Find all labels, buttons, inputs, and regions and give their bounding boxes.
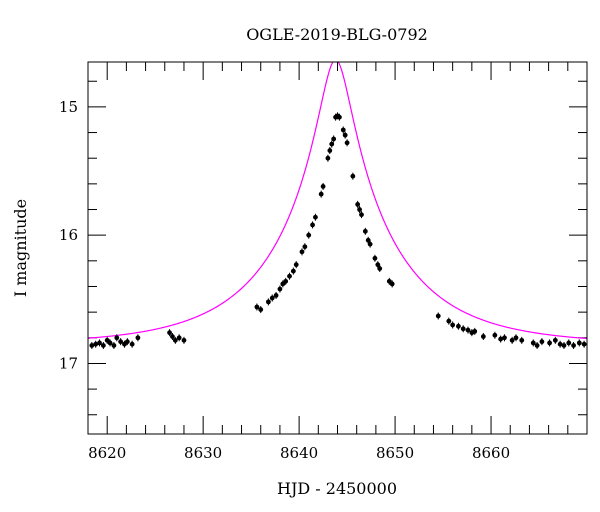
data-point: [290, 268, 296, 274]
data-point: [340, 127, 346, 133]
model-fit-curve: [88, 62, 587, 340]
data-point: [367, 241, 373, 247]
x-axis-title: HJD - 2450000: [277, 479, 397, 498]
x-tick-label: 8650: [376, 444, 414, 462]
data-point: [377, 266, 383, 271]
data-point: [273, 293, 279, 298]
data-point: [561, 343, 567, 348]
data-point: [258, 307, 264, 312]
data-point: [327, 148, 333, 153]
data-point: [287, 273, 292, 279]
data-point: [266, 299, 271, 305]
data-point: [357, 207, 362, 212]
data-point: [277, 286, 283, 292]
data-point: [93, 341, 99, 347]
chart-title: OGLE-2019-BLG-0792: [246, 25, 428, 44]
data-point: [344, 140, 350, 146]
data-point: [547, 340, 552, 346]
y-axis-title: I magnitude: [11, 199, 30, 297]
data-point: [176, 335, 182, 341]
data-point: [355, 201, 361, 207]
data-point: [375, 262, 381, 268]
data-point: [342, 132, 348, 138]
y-tick-label: 17: [59, 354, 78, 372]
plot-frame: [87, 61, 588, 435]
x-tick-label: 8640: [280, 444, 318, 462]
data-point: [302, 244, 308, 250]
data-point: [359, 212, 364, 218]
data-point: [530, 340, 536, 346]
data-point: [181, 337, 187, 343]
data-point: [552, 337, 558, 343]
data-point: [293, 262, 299, 268]
data-point: [435, 313, 441, 319]
data-point: [118, 339, 124, 345]
data-point: [124, 339, 130, 345]
data-point: [337, 114, 342, 120]
data-point: [89, 343, 95, 348]
data-point: [456, 323, 461, 329]
data-point: [372, 255, 378, 261]
data-point: [320, 184, 326, 189]
data-point: [299, 249, 305, 255]
data-points: [89, 112, 587, 349]
data-point: [460, 326, 466, 332]
data-point: [167, 330, 172, 336]
data-point: [581, 341, 587, 347]
data-point: [365, 237, 371, 243]
x-tick-label: 8660: [472, 444, 510, 462]
data-point: [129, 341, 135, 347]
data-point: [509, 337, 515, 343]
y-tick-label: 15: [59, 98, 78, 116]
data-point: [566, 340, 572, 346]
data-point: [306, 232, 312, 238]
data-point: [480, 334, 486, 339]
data-point: [450, 322, 456, 328]
x-tick-label: 8630: [184, 444, 222, 462]
y-tick-label: 16: [59, 226, 78, 244]
data-point: [97, 340, 102, 346]
data-point: [557, 341, 563, 347]
data-point: [350, 173, 356, 179]
data-point: [465, 327, 471, 333]
axis-tick-labels: 8620 8630 8640 8650 8660 15 16 17: [59, 98, 510, 462]
data-point: [576, 340, 582, 346]
data-point: [107, 340, 113, 346]
x-tick-label: 8620: [88, 444, 126, 462]
data-point: [513, 335, 519, 341]
data-point: [170, 334, 175, 339]
data-point: [254, 304, 260, 310]
data-point: [498, 336, 504, 342]
data-point: [318, 191, 324, 197]
data-point: [111, 343, 117, 348]
data-point: [114, 335, 120, 341]
data-point: [310, 222, 315, 228]
data-point: [329, 141, 335, 147]
data-point: [362, 228, 368, 234]
data-point: [472, 328, 478, 334]
data-point: [172, 337, 178, 343]
data-point: [135, 335, 141, 341]
data-point: [534, 343, 540, 348]
data-point: [502, 335, 507, 341]
data-point: [389, 281, 395, 287]
data-point: [492, 332, 498, 338]
data-point: [539, 339, 545, 345]
data-point: [331, 136, 337, 142]
data-point: [571, 343, 576, 348]
data-point: [283, 278, 289, 284]
data-point: [100, 343, 106, 348]
data-point: [519, 337, 525, 343]
data-point: [313, 214, 318, 220]
data-point: [446, 318, 452, 324]
data-point: [269, 295, 275, 301]
data-point: [325, 155, 331, 161]
